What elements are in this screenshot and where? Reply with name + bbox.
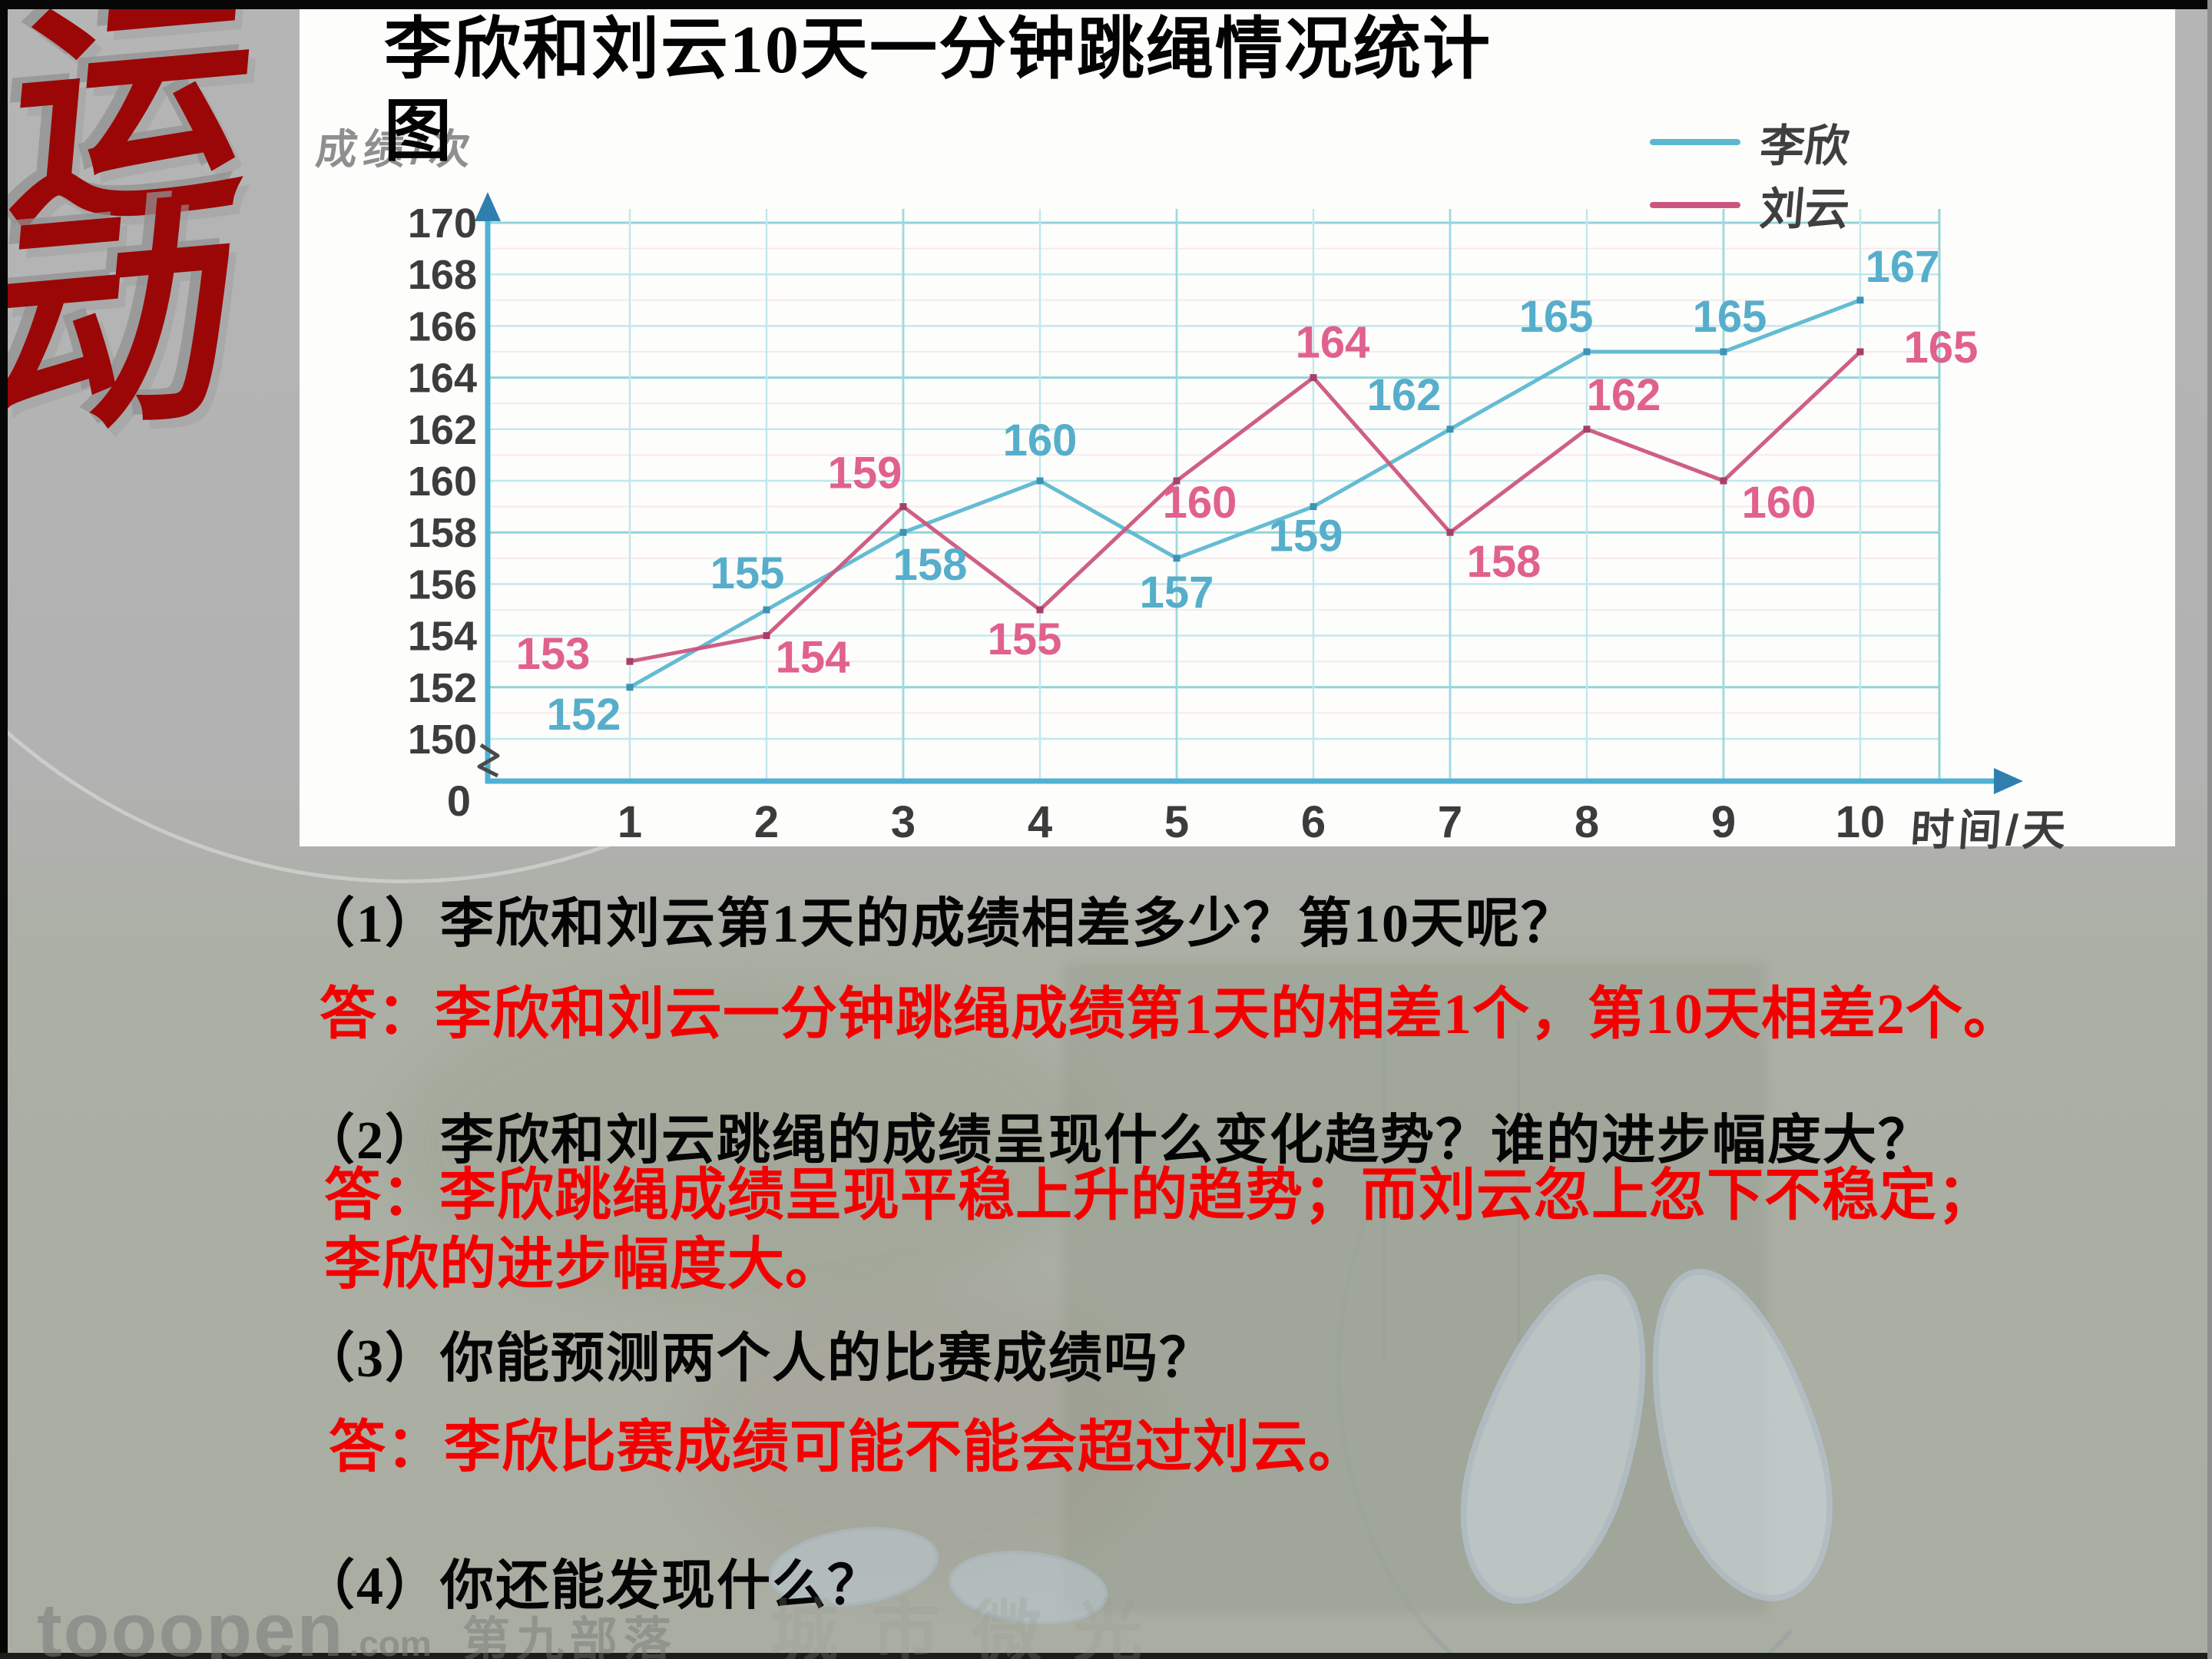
svg-text:162: 162 [408,407,477,453]
svg-text:8: 8 [1575,797,1599,846]
data-labels-刘云: 153 154 159 155 160 164 158 162 160 165 [516,318,1979,683]
watermark-studio: 第九部落 [462,1614,677,1659]
answer-3: 答：李欣比赛成绩可能不能会超过刘云。 [329,1416,1366,1479]
sidebar-char-dong: 动 [0,178,245,468]
chart-panel: 成绩/次 李欣和刘云10天一分钟跳绳情况统计 图 150 152 154 156 158… [300,8,2175,854]
svg-text:165: 165 [1693,292,1767,342]
svg-text:158: 158 [893,540,968,590]
svg-text:155: 155 [988,614,1062,664]
svg-text:167: 167 [1866,242,1940,292]
chart-title: 李欣和刘云10天一分钟跳绳情况统计 图 [384,9,1674,174]
sidebar-vertical-title: 运 动 [0,0,297,468]
svg-text:10: 10 [1836,797,1886,846]
chart-title-line1: 李欣和刘云10天一分钟跳绳情况统计 [384,13,1492,88]
svg-text:154: 154 [408,614,477,660]
answer-2-line2: 李欣的进步幅度大。 [324,1233,843,1297]
svg-text:164: 164 [1296,318,1370,368]
answer-2-line1: 答：李欣跳绳成绩呈现平稳上升的趋势；而刘云忽上忽下不稳定； [324,1164,1995,1227]
svg-text:3: 3 [891,797,916,846]
svg-text:5: 5 [1164,797,1189,846]
series-刘云 [626,348,1864,665]
svg-text:159: 159 [828,449,902,498]
chart-legend: 李欣 刘云 [1650,111,1852,237]
svg-text:162: 162 [1367,370,1442,420]
svg-text:7: 7 [1438,797,1462,846]
svg-text:4: 4 [1028,797,1052,846]
svg-text:153: 153 [516,629,591,679]
watermark-tld: .com [349,1624,432,1659]
question-1: （1）李欣和刘云第1天的成绩相差多少？第10天呢？ [301,895,1576,954]
svg-text:6: 6 [1301,797,1326,846]
legend-line-icon [1650,139,1740,145]
svg-text:168: 168 [408,252,477,298]
answer-1: 答：李欣和刘云一分钟跳绳成绩第1天的相差1个，第10天相差2个。 [320,983,2021,1046]
watermark-brand: tooopen [37,1588,345,1659]
leaf-shape-decoration [1614,1248,1862,1621]
legend-item-lixin: 李欣 [1650,111,1852,174]
slide-border-right [2207,0,2212,1659]
svg-text:156: 156 [408,561,477,608]
legend-label: 李欣 [1757,121,1852,171]
answer-2: 答：李欣跳绳成绩呈现平稳上升的趋势；而刘云忽上忽下不稳定； 李欣的进步幅度大。 [324,1161,1995,1300]
svg-text:0: 0 [447,777,471,825]
svg-text:160: 160 [408,459,477,505]
svg-text:164: 164 [408,356,477,402]
svg-text:160: 160 [1003,416,1078,465]
legend-label: 刘云 [1757,184,1852,234]
svg-text:170: 170 [408,200,477,247]
grid [488,209,1941,781]
axes [475,192,2023,794]
svg-text:154: 154 [776,633,850,683]
series-李欣 [626,296,1864,691]
svg-text:157: 157 [1140,568,1214,618]
legend-line-icon [1650,202,1740,208]
svg-text:155: 155 [710,548,785,598]
svg-text:166: 166 [408,303,477,349]
slide-border-left [0,0,8,1659]
data-labels-李欣: 152 155 158 160 157 159 162 165 165 167 [547,242,1940,740]
svg-text:160: 160 [1163,478,1237,528]
svg-text:165: 165 [1904,323,1979,373]
svg-text:152: 152 [408,665,477,711]
legend-item-liuyun: 刘云 [1650,174,1852,237]
watermark: tooopen .com 第九部落 城市微光 [37,1576,1175,1659]
x-axis-label: 时间/天 [1909,806,2072,854]
slide-border-top [0,0,2212,9]
svg-text:158: 158 [408,510,477,556]
svg-text:150: 150 [408,717,477,763]
question-2: （2）李欣和刘云跳绳的成绩呈现什么变化趋势？谁的进步幅度大？ [301,1111,1933,1171]
chart-title-line2: 图 [384,95,454,171]
svg-text:159: 159 [1269,512,1343,561]
svg-text:1: 1 [618,797,642,846]
question-3: （3）你能预测两个人的比赛成绩吗？ [301,1330,1214,1389]
svg-text:9: 9 [1711,797,1736,846]
leaf-shape-decoration [1429,1251,1686,1626]
svg-text:165: 165 [1519,292,1594,342]
svg-text:162: 162 [1587,370,1661,420]
svg-text:152: 152 [547,690,621,740]
watermark-faint-text: 城市微光 [769,1594,1175,1659]
slide-border-bottom [0,1653,2212,1659]
svg-text:158: 158 [1467,537,1541,587]
svg-text:2: 2 [754,797,779,846]
svg-text:160: 160 [1742,478,1816,528]
